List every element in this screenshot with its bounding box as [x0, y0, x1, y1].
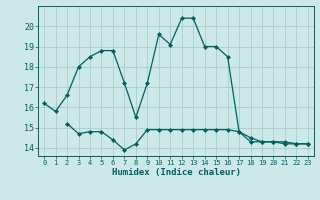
X-axis label: Humidex (Indice chaleur): Humidex (Indice chaleur): [111, 168, 241, 177]
